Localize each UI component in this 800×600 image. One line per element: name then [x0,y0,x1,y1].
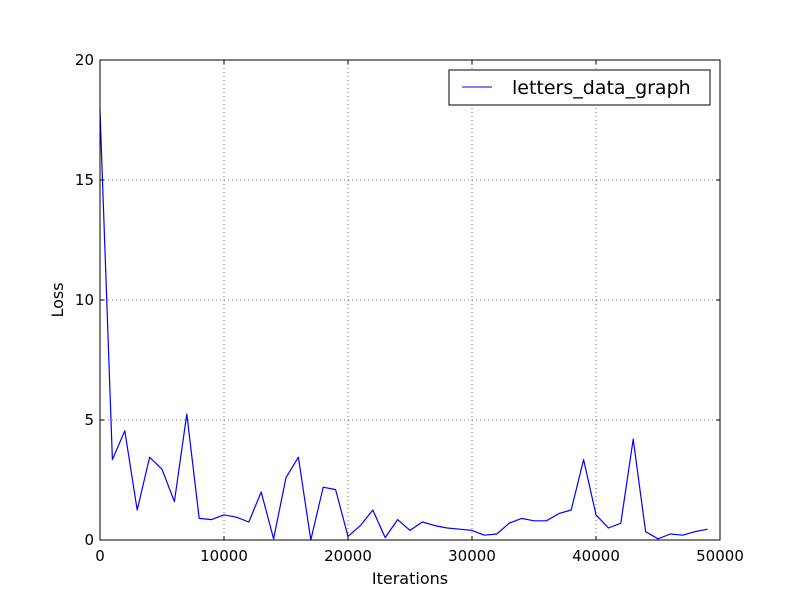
y-tick-label: 20 [75,51,94,69]
x-tick-label: 20000 [324,547,372,565]
x-tick-label: 0 [95,547,105,565]
x-tick-label: 10000 [200,547,248,565]
y-tick-label: 10 [75,291,94,309]
series-line-letters_data_graph [99,110,708,541]
y-axis-label: Loss [48,282,67,317]
ticks: 0 10000 20000 30000 40000 50000 0 5 10 15 20 [75,51,744,565]
legend: letters_data_graph [448,69,711,106]
x-axis-label: Iterations [372,569,448,588]
y-tick-label: 5 [84,411,94,429]
x-tick-label: 50000 [696,547,744,565]
y-tick-label: 0 [84,531,94,549]
legend-label: letters_data_graph [512,77,691,99]
x-tick-label: 40000 [572,547,620,565]
y-tick-label: 15 [75,171,94,189]
x-tick-label: 30000 [448,547,496,565]
series-layer [99,110,708,541]
legend-box [448,69,711,106]
